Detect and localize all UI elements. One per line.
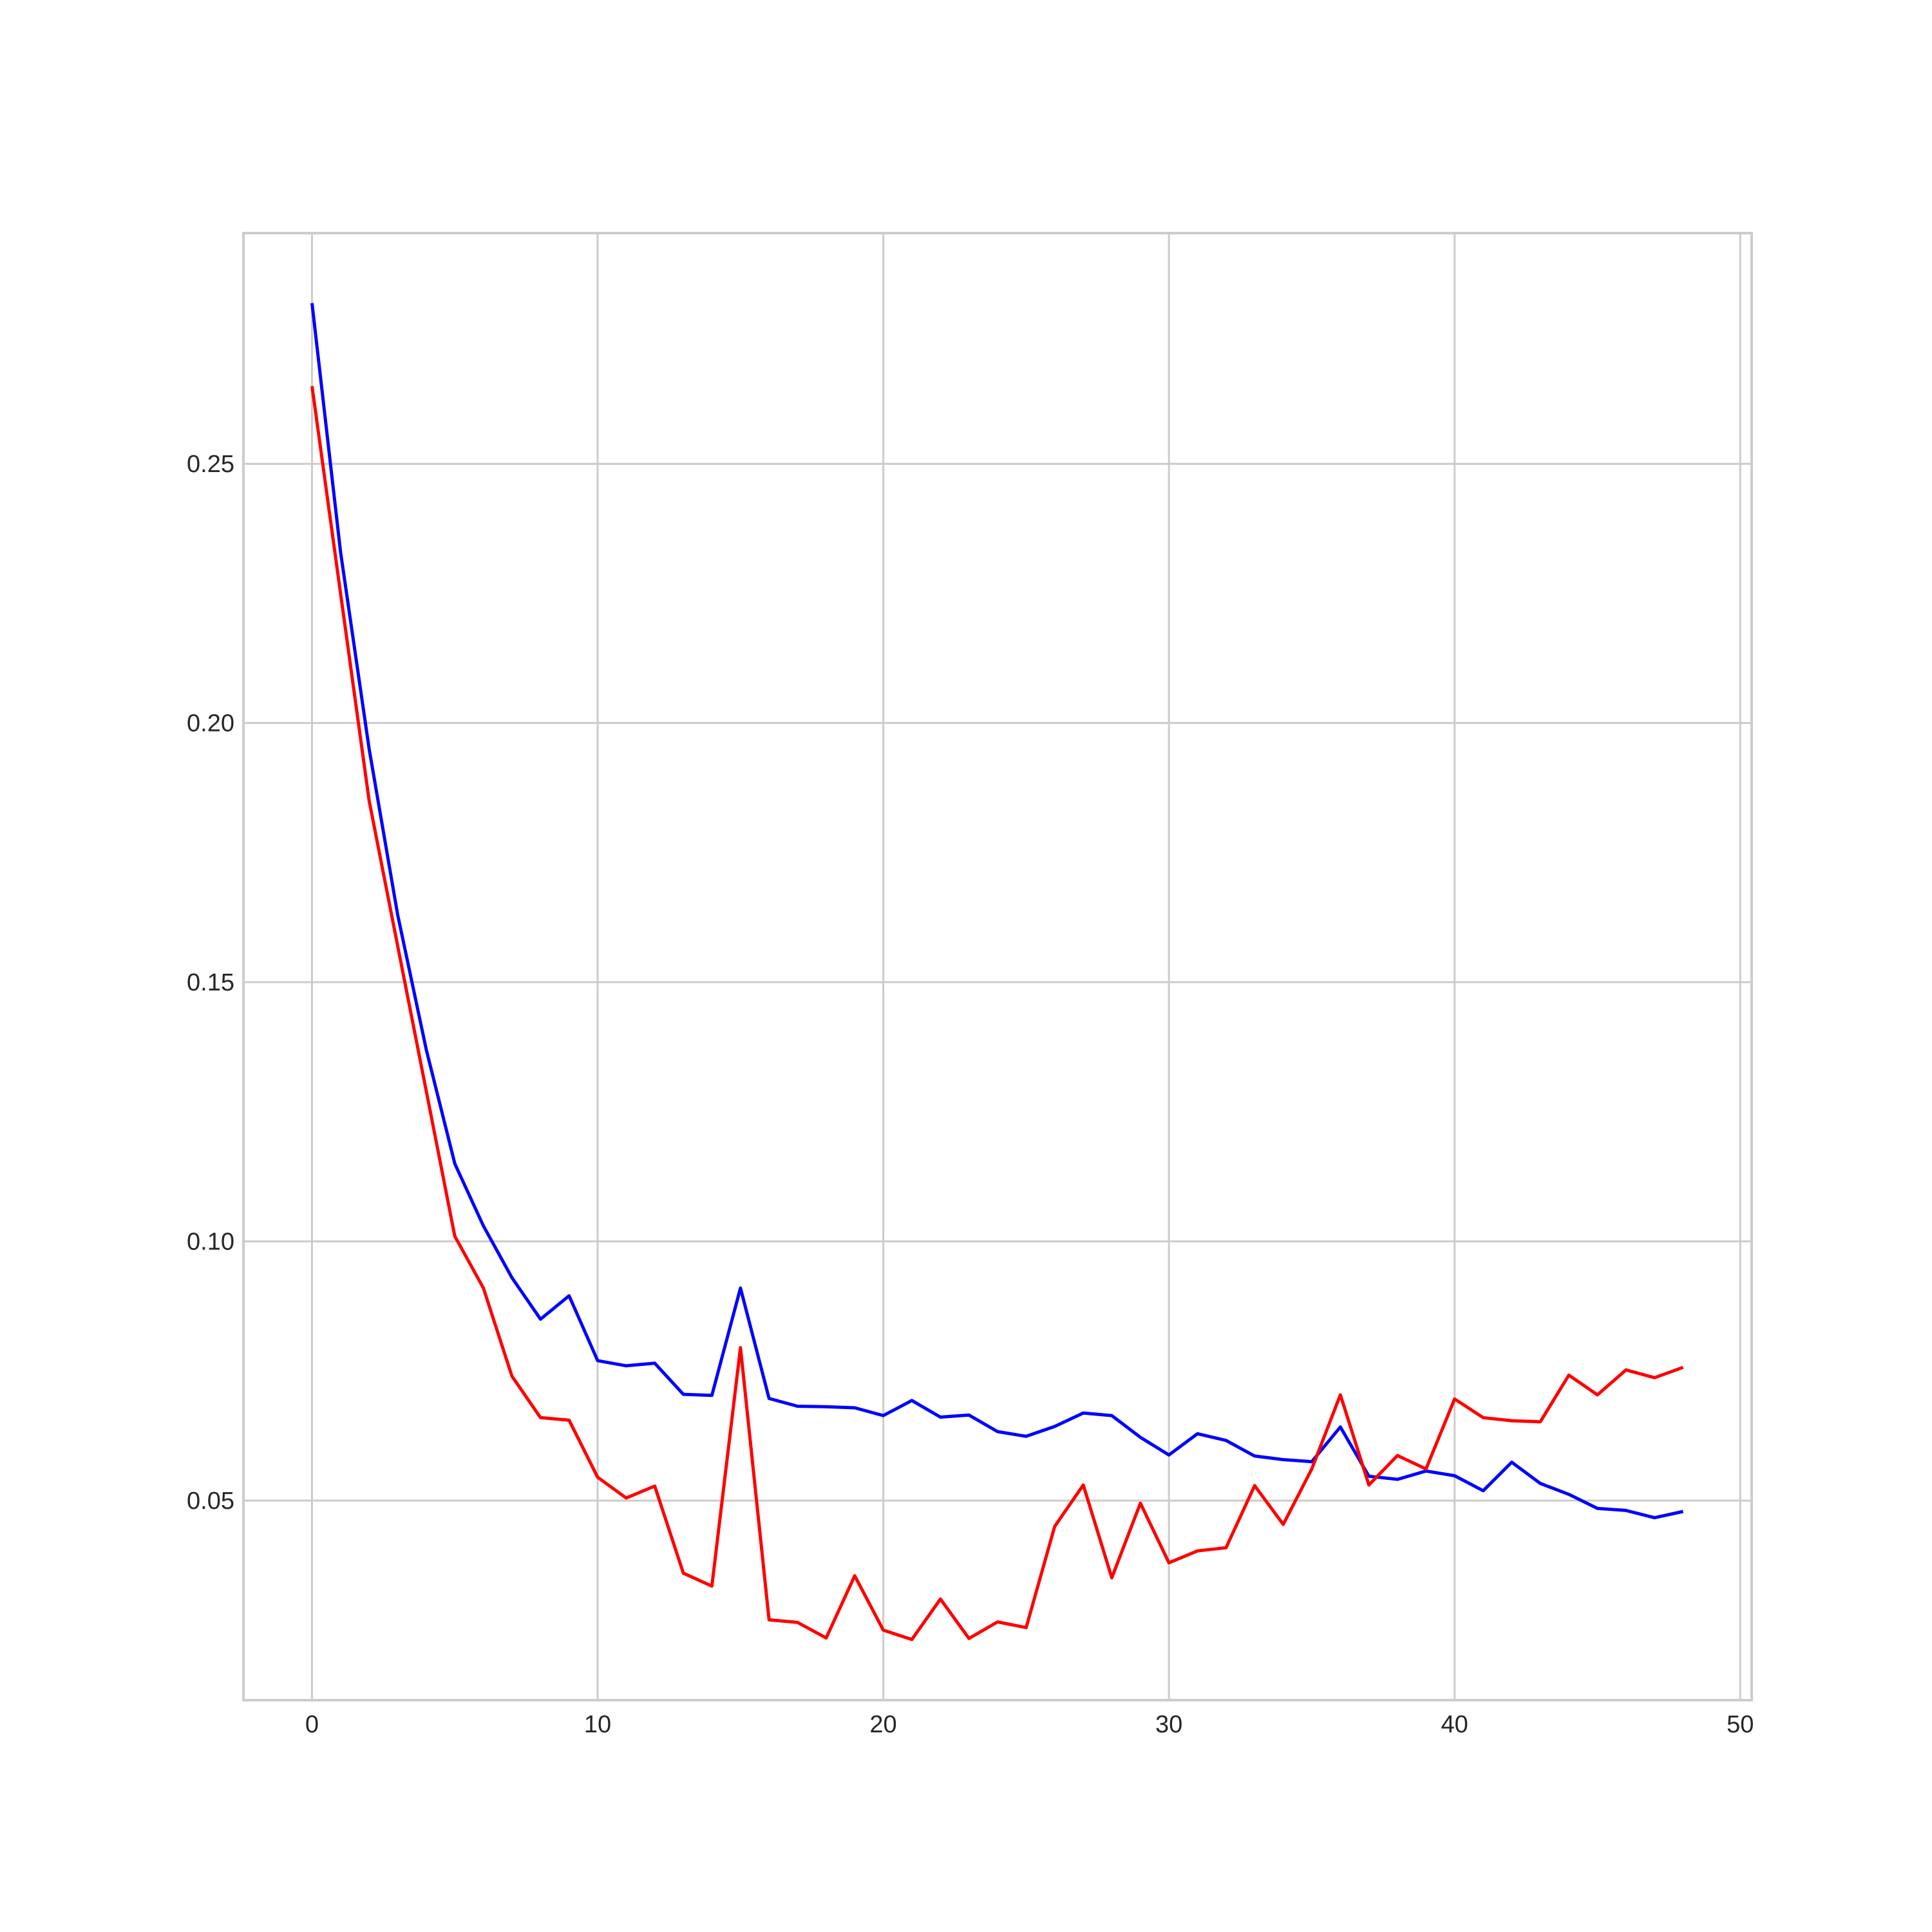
y-tick-label: 0.05 — [187, 1488, 234, 1515]
series-lines — [310, 303, 1684, 1642]
y-tick-label: 0.25 — [187, 451, 234, 478]
x-tick-label: 0 — [305, 1711, 319, 1738]
y-axis-tick-labels: 0.05 0.10 0.15 0.20 0.25 — [187, 451, 234, 1515]
x-tick-label: 40 — [1441, 1711, 1468, 1738]
x-tick-label: 10 — [584, 1711, 611, 1738]
y-tick-label: 0.20 — [187, 710, 234, 737]
x-tick-label: 30 — [1155, 1711, 1182, 1738]
series-line-2 — [310, 386, 1684, 1642]
grid — [243, 233, 1752, 1700]
x-tick-label: 50 — [1727, 1711, 1754, 1738]
plot-frame — [242, 232, 1753, 1701]
y-tick-label: 0.15 — [187, 969, 234, 996]
series-line-1 — [310, 303, 1684, 1520]
x-tick-label: 20 — [869, 1711, 896, 1738]
y-tick-label: 0.10 — [187, 1229, 234, 1256]
x-axis-tick-labels: 0 10 20 30 40 50 — [305, 1711, 1754, 1738]
